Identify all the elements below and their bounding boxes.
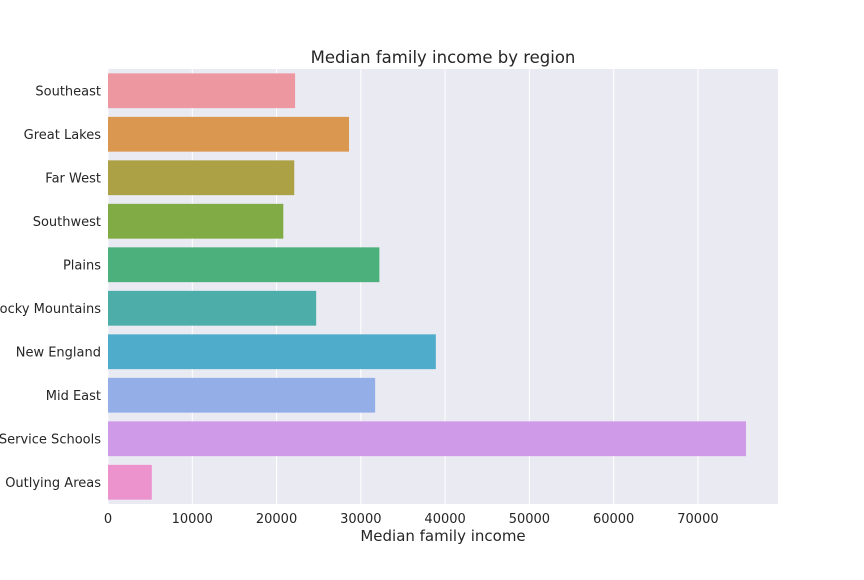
y-tick-label: Plains [63,258,101,273]
x-tick-label: 60000 [593,512,634,527]
y-tick-label: Great Lakes [24,128,102,143]
y-tick-label: Southwest [33,215,101,230]
y-tick-label: Rocky Mountains [0,302,101,317]
bar [108,160,295,196]
x-tick-labels: 0 10000 20000 30000 40000 50000 60000 70000 [104,512,719,527]
bar [108,464,152,500]
x-tick-label: 30000 [340,512,381,527]
y-tick-label: Southeast [35,84,101,99]
x-tick-label: 0 [104,512,112,527]
y-tick-label: New England [16,345,101,360]
x-axis-label: Median family income [360,527,525,545]
bar [108,290,317,326]
x-tick-label: 40000 [424,512,465,527]
bar [108,334,436,370]
bar [108,203,284,239]
y-tick-label: US Service Schools [0,432,101,447]
y-tick-label: Outlying Areas [5,476,101,491]
bar [108,116,350,152]
chart-title: Median family income by region [311,48,576,67]
bar [108,377,376,413]
bar [108,247,380,283]
bars [108,73,746,500]
y-tick-label: Far West [45,171,101,186]
x-tick-label: 70000 [677,512,718,527]
x-tick-label: 20000 [256,512,297,527]
y-tick-labels: Southeast Great Lakes Far West Southwest Pla… [0,84,101,491]
x-tick-label: 50000 [509,512,550,527]
x-tick-label: 10000 [172,512,213,527]
y-tick-label: Mid East [46,389,101,404]
bar [108,73,296,109]
bar [108,421,746,457]
